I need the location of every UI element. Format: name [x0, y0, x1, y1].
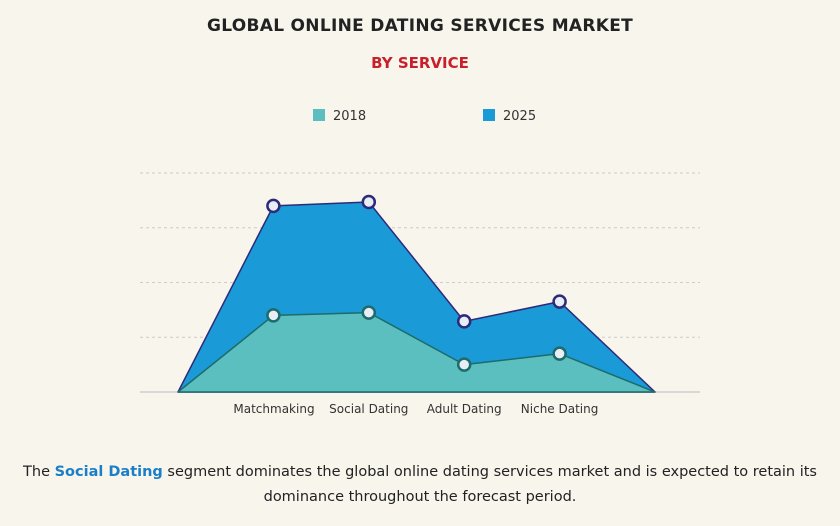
- marker: [266, 198, 281, 214]
- chart-subtitle: BY SERVICE: [371, 54, 469, 72]
- caption-highlight: Social Dating: [54, 464, 163, 480]
- legend-label: 2025: [503, 109, 537, 124]
- chart-title: GLOBAL ONLINE DATING SERVICES MARKET: [206, 16, 634, 36]
- caption-text: segment dominates the global online dati…: [167, 464, 817, 505]
- legend-item: 2018: [313, 109, 366, 124]
- caption: The Social Dating segment dominates the …: [0, 460, 840, 510]
- marker: [552, 346, 567, 361]
- marker: [456, 314, 472, 329]
- marker: [361, 194, 377, 210]
- x-tick-label: Social Dating: [329, 402, 409, 416]
- x-tick-label: Niche Dating: [520, 402, 599, 416]
- legend-item: 2025: [483, 109, 536, 124]
- marker: [361, 305, 377, 320]
- legend-swatch: [483, 109, 495, 121]
- marker: [456, 357, 472, 372]
- x-tick-label: Adult Dating: [426, 402, 502, 416]
- legend-label: 2018: [333, 109, 367, 124]
- caption-text: The: [23, 464, 50, 480]
- marker: [552, 294, 567, 309]
- x-tick-label: Matchmaking: [233, 402, 315, 416]
- marker: [266, 308, 281, 323]
- legend-swatch: [313, 109, 325, 121]
